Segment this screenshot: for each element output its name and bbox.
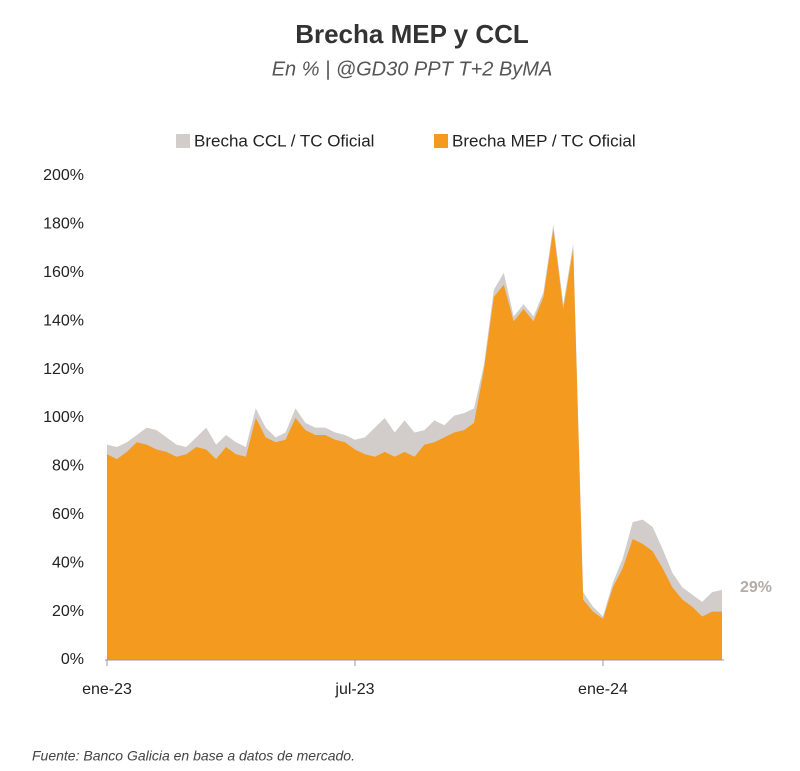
y-tick-label: 80% bbox=[52, 458, 84, 475]
source: Fuente: Banco Galicia en base a datos de… bbox=[32, 748, 355, 764]
chart-subtitle: En % | @GD30 PPT T+2 ByMA bbox=[272, 58, 553, 80]
chart-title: Brecha MEP y CCL bbox=[295, 19, 529, 49]
y-tick-label: 120% bbox=[43, 361, 84, 378]
area bbox=[107, 229, 722, 661]
legend-label: Brecha CCL / TC Oficial bbox=[194, 131, 374, 150]
y-tick-label: 40% bbox=[52, 554, 84, 571]
x-tick-label: ene-23 bbox=[82, 681, 132, 698]
y-tick-label: 20% bbox=[52, 603, 84, 620]
y-tick-label: 180% bbox=[43, 216, 84, 233]
legend-swatch bbox=[176, 134, 190, 148]
y-tick-label: 100% bbox=[43, 409, 84, 426]
y-tick-label: 0% bbox=[61, 651, 84, 668]
annotation: 29% bbox=[740, 579, 772, 596]
y-tick-label: 160% bbox=[43, 264, 84, 281]
x-tick-label: jul-23 bbox=[334, 681, 374, 698]
y-tick-label: 200% bbox=[43, 167, 84, 184]
x-tick-label: ene-24 bbox=[578, 681, 628, 698]
y-tick-label: 60% bbox=[52, 506, 84, 523]
legend-label: Brecha MEP / TC Oficial bbox=[452, 131, 636, 150]
y-tick-label: 140% bbox=[43, 312, 84, 329]
legend-swatch bbox=[434, 134, 448, 148]
